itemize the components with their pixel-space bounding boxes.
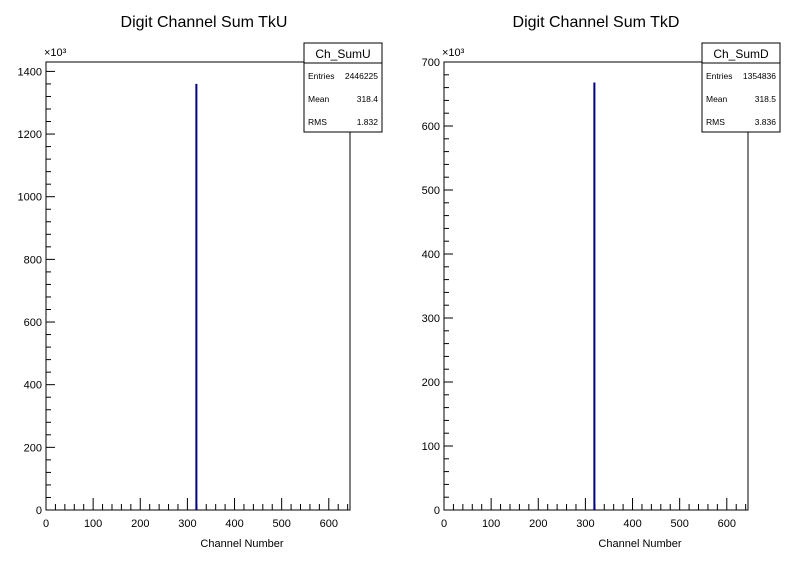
y-tick-label: 400 (422, 249, 440, 261)
histogram-pad-1: Digit Channel Sum TkU 0 100 200 300 400 500 600… (18, 14, 383, 550)
x-axis-title: Channel Number (200, 538, 283, 550)
x-tick-label: 600 (320, 518, 338, 530)
y-axis-multiplier: ×10³ (442, 47, 465, 59)
x-tick-label: 200 (529, 518, 547, 530)
stats-row-value: 2446225 (345, 71, 378, 81)
stats-row-label: RMS (706, 117, 725, 127)
y-tick-label: 200 (422, 377, 440, 389)
y-tick-label: 400 (24, 380, 42, 392)
x-tick-label: 500 (670, 518, 688, 530)
y-tick-label: 1000 (18, 192, 42, 204)
x-tick-label: 400 (623, 518, 641, 530)
chart-title: Digit Channel Sum TkU (121, 14, 288, 31)
plot-frame (443, 61, 749, 511)
x-tick-label: 600 (718, 518, 736, 530)
stats-row-value: 1.832 (357, 117, 379, 127)
y-tick-label: 0 (36, 505, 42, 517)
x-tick-label: 100 (482, 518, 500, 530)
stats-row-value: 318.4 (357, 94, 379, 104)
x-tick-label: 300 (576, 518, 594, 530)
y-tick-label: 100 (422, 441, 440, 453)
stats-row-label: Entries (706, 71, 732, 81)
stats-box-title: Ch_SumU (315, 47, 370, 61)
stats-row-value: 3.836 (755, 117, 777, 127)
y-tick-label: 600 (24, 317, 42, 329)
x-tick-label: 400 (225, 518, 243, 530)
chart-title: Digit Channel Sum TkD (513, 14, 680, 31)
x-tick-label: 300 (178, 518, 196, 530)
x-tick-label: 100 (84, 518, 102, 530)
x-tick-label: 200 (131, 518, 149, 530)
stats-box-frame (303, 42, 383, 133)
y-axis-multiplier: ×10³ (44, 47, 67, 59)
y-tick-label: 800 (24, 254, 42, 266)
stats-row-label: Entries (308, 71, 334, 81)
stats-box: Ch_SumD Entries 1354836 Mean 318.5 RMS 3.836 (701, 42, 781, 133)
y-tick-label: 0 (434, 505, 440, 517)
stats-row-label: Mean (308, 94, 330, 104)
stats-box-title: Ch_SumD (713, 47, 769, 61)
y-tick-label: 200 (24, 442, 42, 454)
stats-row-value: 318.5 (755, 94, 777, 104)
stats-row-value: 1354836 (743, 71, 776, 81)
stats-row-label: RMS (308, 117, 327, 127)
stats-box-frame (701, 42, 781, 133)
y-tick-label: 1400 (18, 66, 42, 78)
x-axis-title: Channel Number (598, 538, 681, 550)
x-tick-label: 500 (272, 518, 290, 530)
y-tick-label: 600 (422, 121, 440, 133)
stats-row-label: Mean (706, 94, 728, 104)
plot-frame (45, 61, 351, 511)
x-tick-label: 0 (43, 518, 49, 530)
x-tick-label: 0 (441, 518, 447, 530)
y-tick-label: 500 (422, 185, 440, 197)
y-tick-label: 1200 (18, 129, 42, 141)
y-tick-label: 300 (422, 313, 440, 325)
stats-box: Ch_SumU Entries 2446225 Mean 318.4 RMS 1.832 (303, 42, 383, 133)
histogram-pad-2: Digit Channel Sum TkD 0 100 200 300 400 500 600… (422, 14, 781, 550)
y-tick-label: 700 (422, 57, 440, 69)
